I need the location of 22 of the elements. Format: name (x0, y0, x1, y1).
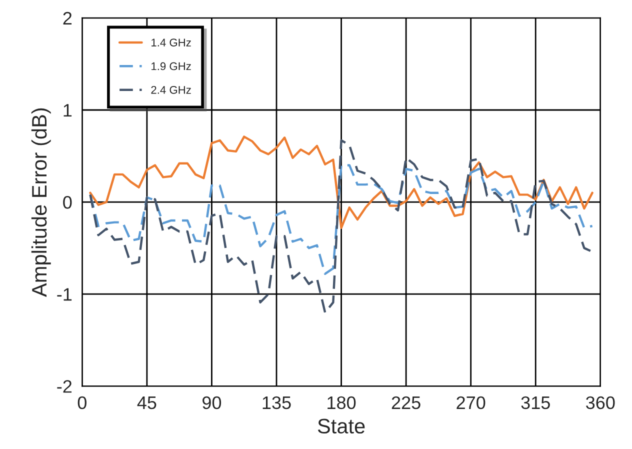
line-series (89, 139, 594, 314)
x-tick-label: 315 (521, 396, 550, 410)
y-axis-title: Amplitude Error (dB) (31, 108, 51, 297)
x-tick-label: 0 (78, 396, 86, 410)
legend-label: 1.4 GHz (152, 38, 191, 46)
x-tick-label: 270 (456, 396, 486, 410)
x-tick-label: 225 (392, 396, 420, 410)
x-tick-label: 135 (262, 396, 291, 410)
y-tick-label: 2 (63, 12, 72, 24)
x-tick-label: 45 (137, 396, 156, 410)
y-tick-label: -1 (57, 288, 72, 301)
y-tick-label: 0 (63, 196, 72, 209)
legend-label: 1.9 GHz (152, 62, 191, 70)
y-tick-label: -2 (57, 380, 72, 393)
y-tick-label: 1 (64, 104, 72, 117)
x-tick-label: 90 (202, 396, 222, 410)
line-series (89, 164, 594, 275)
x-tick-label: 360 (586, 396, 615, 410)
line-series (89, 136, 594, 229)
x-axis-title: State (318, 418, 365, 434)
x-tick-label: 180 (328, 396, 356, 410)
legend-label: 2.4 GHz (151, 86, 191, 94)
